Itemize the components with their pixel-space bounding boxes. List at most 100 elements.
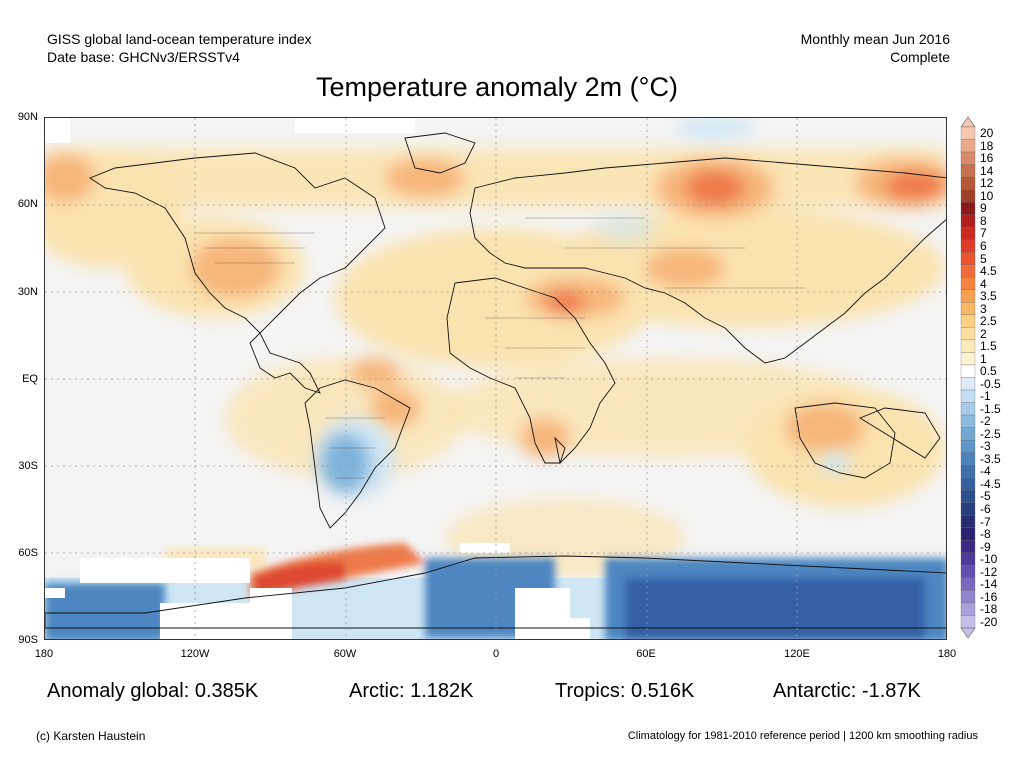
colorbar-swatch — [960, 377, 976, 391]
colorbar-tick-label: 14 — [980, 163, 994, 178]
period-label: Monthly mean Jun 2016 — [800, 31, 950, 47]
lon-label-180e: 180 — [937, 648, 957, 660]
lon-label-180w: 180 — [34, 648, 54, 660]
stat-antarctic: Antarctic: -1.87K — [773, 680, 921, 702]
colorbar-tick-label: -14 — [980, 577, 998, 592]
colorbar-tick-label: -6 — [980, 502, 991, 516]
credit: (c) Karsten Haustein — [36, 729, 146, 743]
map-title: Temperature anomaly 2m (°C) — [316, 72, 678, 102]
colorbar-tick-label: -16 — [980, 589, 998, 604]
colorbar-tick-label: 2.5 — [980, 314, 997, 329]
colorbar-tick-label: -3.5 — [980, 451, 1001, 466]
colorbar-swatch — [960, 339, 976, 353]
colorbar-swatch — [960, 151, 976, 165]
colorbar-swatch — [960, 126, 976, 140]
colorbar-tick-label: -1.5 — [980, 401, 1001, 416]
colorbar-swatch — [960, 227, 976, 240]
colorbar-swatch — [960, 176, 976, 190]
colorbar-swatch — [960, 252, 976, 265]
colorbar-swatch — [960, 414, 976, 428]
lat-label-30s: 30S — [18, 460, 38, 472]
colorbar-tick-label: 5 — [980, 251, 987, 266]
colorbar-swatch — [960, 202, 976, 215]
colorbar-swatch — [960, 590, 976, 604]
climatology-note: Climatology for 1981-2010 reference peri… — [627, 730, 978, 742]
lat-label-30n: 30N — [17, 286, 38, 298]
colorbar-tick-label: -5 — [980, 489, 991, 504]
colorbar-swatch — [960, 427, 976, 441]
colorbar-tick-label: 8 — [980, 213, 987, 228]
lon-label-60w: 60W — [333, 648, 357, 660]
colorbar-swatch — [960, 302, 976, 316]
colorbar-tick-label: -3 — [980, 439, 991, 454]
colorbar-tick-label: 1 — [980, 351, 987, 366]
colorbar-swatch — [960, 515, 976, 528]
colorbar-tick-label: -4.5 — [980, 476, 1001, 491]
colorbar-swatch — [960, 552, 976, 566]
colorbar-swatch — [960, 452, 976, 466]
colorbar-tick-label: -8 — [980, 527, 991, 542]
colorbar-swatch — [960, 602, 976, 616]
colorbar-tick-label: -9 — [980, 539, 991, 554]
lon-label-120w: 120W — [180, 648, 210, 660]
colorbar-swatch — [960, 314, 976, 328]
coastlines — [45, 132, 946, 629]
colorbar-tick-label: 6 — [980, 238, 987, 253]
colorbar-tick-label: 2 — [980, 326, 987, 341]
colorbar-swatches — [960, 116, 976, 639]
colorbar-tick-label: 7 — [980, 226, 987, 241]
colorbar-swatch — [960, 264, 976, 278]
colorbar-tick-label: -12 — [980, 564, 998, 579]
lat-label-90n: 90N — [17, 111, 38, 123]
colorbar-arrow-top — [960, 116, 976, 128]
colorbar-swatch — [960, 477, 976, 491]
colorbar-swatch — [960, 214, 976, 228]
stat-tropics: Tropics: 0.516K — [555, 680, 695, 702]
colorbar-swatch — [960, 540, 976, 554]
colorbar-swatch — [960, 465, 976, 478]
colorbar-tick-label: 10 — [980, 188, 994, 203]
colorbar-tick-label: 4.5 — [980, 264, 997, 279]
lon-label-60e: 60E — [636, 648, 656, 660]
colorbar-swatch — [960, 189, 976, 203]
colorbar-swatch — [960, 490, 976, 503]
colorbar-tick-label: -10 — [980, 552, 998, 567]
stat-global: Anomaly global: 0.385K — [47, 680, 259, 702]
colorbar-tick-label: 1.5 — [980, 339, 997, 354]
colorbar-tick-label: 3 — [980, 301, 987, 316]
colorbar-tick-label: -18 — [980, 602, 998, 617]
colorbar-swatch — [960, 527, 976, 541]
colorbar-swatch — [960, 577, 976, 591]
colorbar-swatch — [960, 402, 976, 416]
colorbar-tick-label: -7 — [980, 514, 991, 529]
colorbar-swatch — [960, 352, 976, 366]
colorbar-tick-label: -1 — [980, 389, 991, 404]
colorbar-tick-label: 3.5 — [980, 289, 997, 304]
lon-label-0: 0 — [492, 648, 500, 660]
anomaly-map-canvas — [45, 118, 946, 639]
dataset-name: GISS global land-ocean temperature index — [47, 31, 312, 47]
stat-arctic: Arctic: 1.182K — [349, 680, 474, 702]
colorbar-tick-label: 20 — [980, 126, 994, 141]
colorbar-swatch — [960, 439, 976, 453]
colorbar-swatch — [960, 239, 976, 253]
colorbar-tick-label: -4 — [980, 464, 991, 479]
data-base: Date base: GHCNv3/ERSSTv4 — [47, 49, 240, 65]
lat-label-90s: 90S — [18, 634, 38, 646]
colorbar-tick-label: 9 — [980, 201, 987, 216]
colorbar-tick-label: 12 — [980, 176, 994, 191]
colorbar-swatch — [960, 364, 976, 378]
antarctic-zone — [45, 543, 946, 639]
colorbar-swatch — [960, 164, 976, 178]
country-borders — [195, 217, 805, 479]
colorbar-swatch — [960, 327, 976, 341]
colorbar-tick-label: -0.5 — [980, 376, 1001, 391]
period-header: Monthly mean Jun 2016 Complete — [801, 30, 950, 66]
colorbar-swatch — [960, 389, 976, 403]
missing-data-patch — [295, 118, 415, 133]
colorbar-arrow-bottom — [960, 627, 976, 639]
graticule — [45, 118, 946, 639]
colorbar-tick-label: 18 — [980, 138, 994, 153]
colorbar-swatch — [960, 289, 976, 303]
colorbar-tick-label: 4 — [980, 276, 987, 291]
